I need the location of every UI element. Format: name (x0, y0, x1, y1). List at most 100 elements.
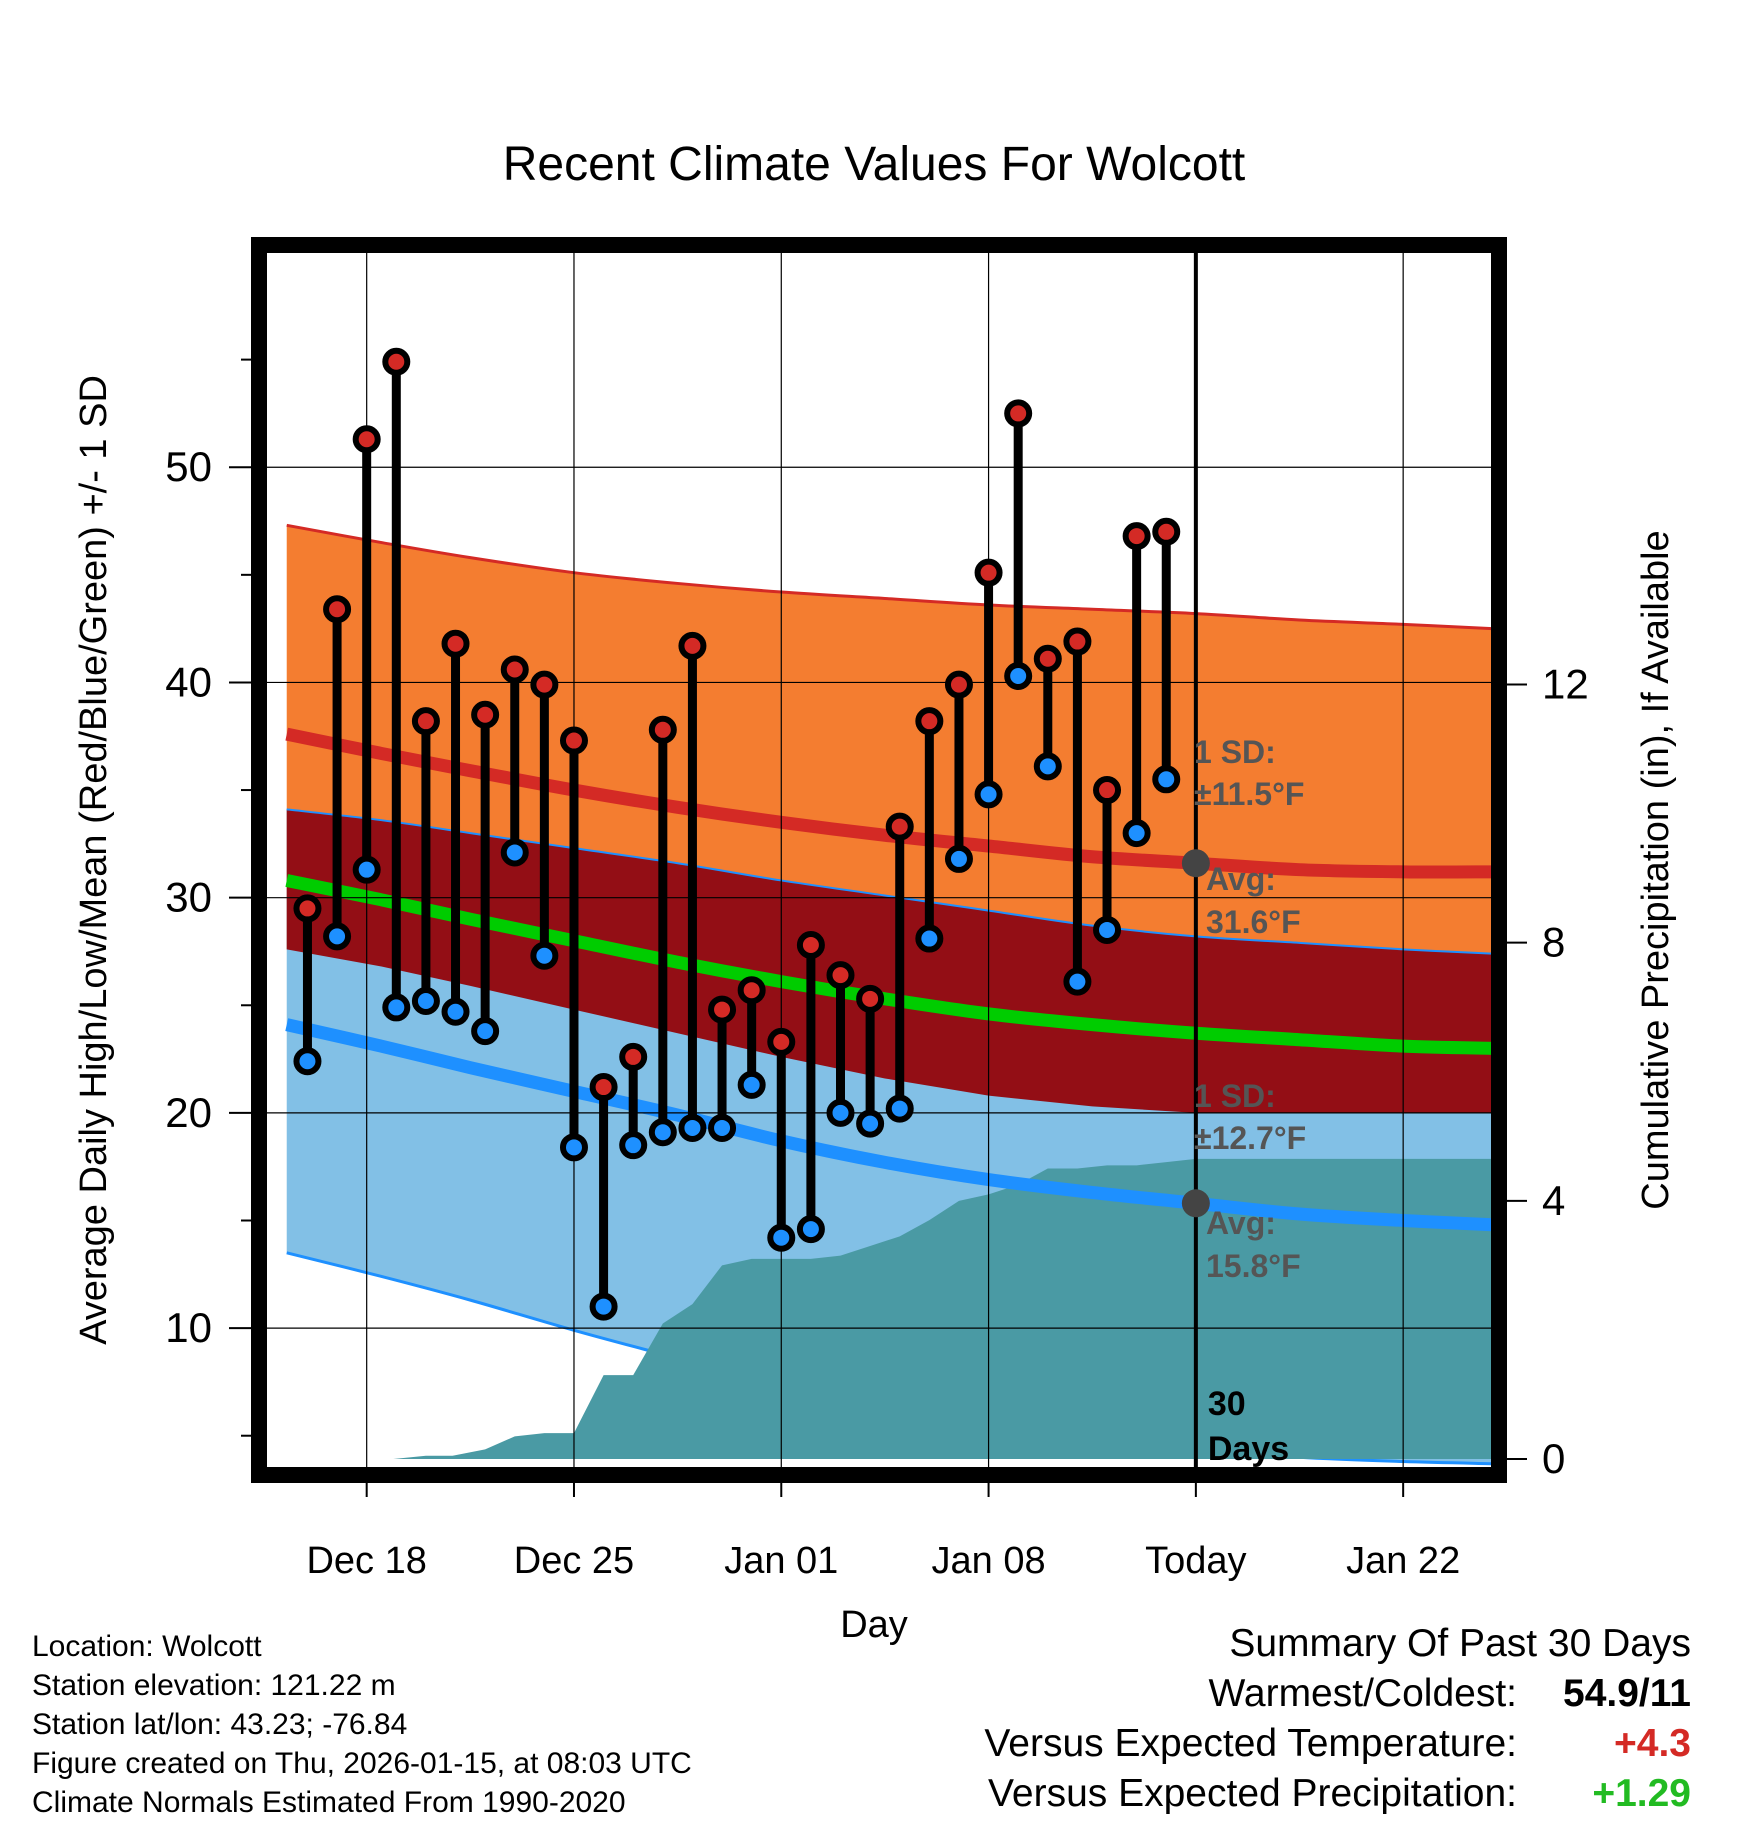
daily-high-point (1033, 644, 1062, 673)
daily-high-point (530, 670, 559, 699)
y-tick-label: 40 (165, 658, 212, 705)
summary-temp-row: Versus Expected Temperature: +4.3 (984, 1720, 1691, 1768)
daily-low-point (559, 1133, 588, 1162)
high-normal-line (285, 727, 1492, 879)
daily-high-point (915, 707, 944, 736)
x-tick-label: Jan 01 (724, 1540, 838, 1582)
daily-high-point (559, 726, 588, 755)
daily-low-point (619, 1131, 648, 1160)
y2-tick-label: 8 (1542, 919, 1565, 966)
temp-vs-expected-label: Versus Expected Temperature: (984, 1722, 1517, 1765)
daily-high-point (1122, 522, 1151, 551)
daily-high-point (1152, 517, 1181, 546)
y-tick-label: 20 (165, 1089, 212, 1136)
daily-high-point (293, 894, 322, 923)
y2-axis-label: Cumulative Precipitation (in), If Availa… (1635, 530, 1677, 1209)
y2-tick-label: 12 (1542, 660, 1589, 707)
today-days-label: Days (1208, 1430, 1289, 1468)
daily-high-point (500, 655, 529, 684)
daily-low-point (441, 997, 470, 1026)
daily-high-point (1063, 627, 1092, 656)
x-tick-label: Today (1145, 1540, 1246, 1582)
daily-low-point (530, 941, 559, 970)
today-low-normal-marker (1181, 1189, 1210, 1218)
daily-low-point (1033, 752, 1062, 781)
daily-high-point (441, 629, 470, 658)
y2-tick-label: 0 (1542, 1435, 1565, 1482)
precip-area (286, 1158, 1492, 1459)
figure-created: Figure created on Thu, 2026-01-15, at 08… (32, 1747, 692, 1780)
today-days-count: 30 (1208, 1385, 1246, 1423)
daily-low-point (382, 993, 411, 1022)
low-sd-value: ±12.7°F (1194, 1120, 1306, 1156)
daily-low-point (974, 780, 1003, 809)
precip-vs-expected-label: Versus Expected Precipitation: (988, 1772, 1517, 1815)
daily-low-point (411, 986, 440, 1015)
station-location: Location: Wolcott (32, 1630, 262, 1663)
daily-low-point (708, 1113, 737, 1142)
daily-high-point (352, 425, 381, 454)
daily-low-point (796, 1215, 825, 1244)
daily-low-point (471, 1017, 500, 1046)
high-avg-label: Avg: (1206, 861, 1276, 897)
daily-low-point (352, 855, 381, 884)
daily-high-point (323, 595, 352, 624)
low-normal-line (285, 1018, 1492, 1232)
summary-heading: Summary Of Past 30 Days (1229, 1622, 1691, 1665)
daily-low-point (323, 922, 352, 951)
daily-low-point (500, 838, 529, 867)
daily-high-point (796, 931, 825, 960)
y-tick-label: 30 (165, 874, 212, 921)
y-axis-label: Average Daily High/Low/Mean (Red/Blue/Gr… (73, 375, 115, 1345)
daily-high-point (411, 707, 440, 736)
low-sd-upper-line (286, 808, 1492, 955)
summary-precip-row: Versus Expected Precipitation: +1.29 (988, 1770, 1691, 1818)
high-avg-value: 31.6°F (1206, 904, 1301, 940)
low-sd-label: 1 SD: (1194, 1078, 1276, 1114)
chart-title: Recent Climate Values For Wolcott (503, 138, 1246, 191)
daily-low-point (1152, 765, 1181, 794)
daily-low-point (1063, 967, 1092, 996)
x-tick-label: Jan 22 (1346, 1540, 1460, 1582)
daily-low-point (589, 1292, 618, 1321)
daily-low-point (856, 1109, 885, 1138)
plot-frame (251, 237, 1507, 1483)
daily-low-point (1093, 915, 1122, 944)
station-elevation: Station elevation: 121.22 m (32, 1669, 396, 1702)
temp-vs-expected-value: +4.3 (1614, 1722, 1691, 1765)
daily-high-point (708, 995, 737, 1024)
daily-high-point (826, 961, 855, 990)
daily-high-point (856, 984, 885, 1013)
daily-low-point (678, 1113, 707, 1142)
x-tick-label: Dec 25 (514, 1540, 634, 1582)
warm-cold-label: Warmest/Coldest: (1208, 1672, 1517, 1715)
daily-high-point (1093, 776, 1122, 805)
daily-high-point (471, 700, 500, 729)
daily-high-point (1004, 399, 1033, 428)
summary-warm-cold-row: Warmest/Coldest: 54.9/11 (1209, 1670, 1691, 1718)
daily-low-point (648, 1118, 677, 1147)
high-sd-label: 1 SD: (1194, 734, 1276, 770)
warm-cold-value: 54.9/11 (1563, 1672, 1691, 1715)
today-high-normal-marker (1181, 849, 1210, 878)
station-latlon: Station lat/lon: 43.23; -76.84 (32, 1708, 408, 1741)
climate-normals-note: Climate Normals Estimated From 1990-2020 (32, 1786, 626, 1819)
daily-low-point (1004, 661, 1033, 690)
daily-low-point (737, 1070, 766, 1099)
daily-low-point (826, 1098, 855, 1127)
precip-vs-expected-value: +1.29 (1592, 1772, 1691, 1815)
x-tick-label: Dec 18 (306, 1540, 426, 1582)
y2-tick-label: 4 (1542, 1177, 1565, 1224)
daily-low-point (767, 1223, 796, 1252)
daily-high-point (589, 1073, 618, 1102)
daily-high-point (382, 347, 411, 376)
x-tick-label: Jan 08 (932, 1540, 1046, 1582)
high-sd-upper-line (286, 523, 1492, 631)
daily-high-point (974, 558, 1003, 587)
daily-low-point (915, 924, 944, 953)
daily-high-point (885, 812, 914, 841)
mean-normal-line (285, 874, 1492, 1055)
daily-high-point (619, 1042, 648, 1071)
low-avg-value: 15.8°F (1206, 1248, 1301, 1284)
